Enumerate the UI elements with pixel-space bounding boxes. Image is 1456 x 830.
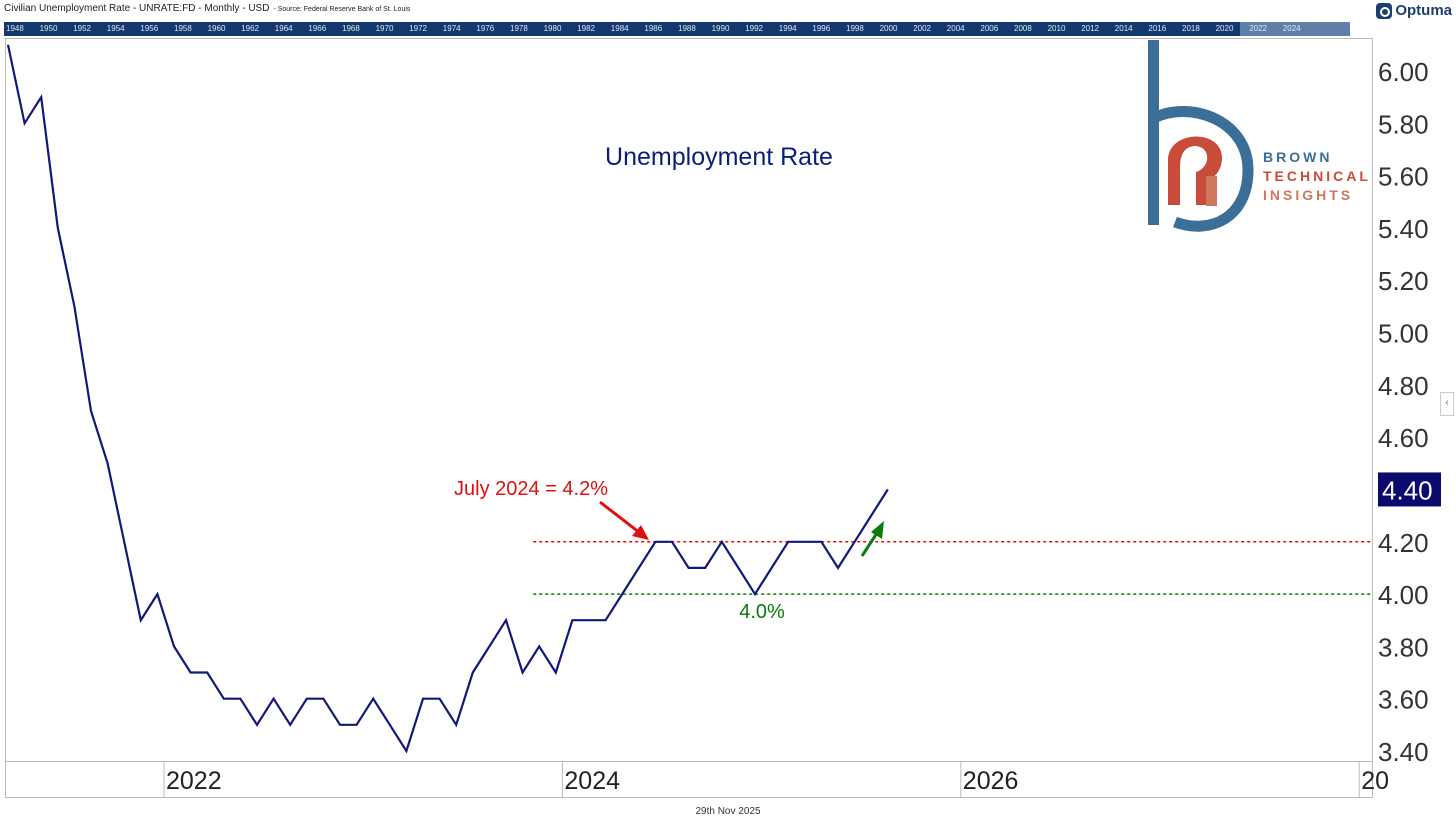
- overview-year-label: 1992: [745, 24, 763, 33]
- overview-year-label: 2018: [1182, 24, 1200, 33]
- overview-year-label: 2024: [1282, 24, 1301, 33]
- annotation-arrow-red: [599, 500, 641, 535]
- overview-year-label: 1968: [342, 24, 360, 33]
- y-tick-label: 5.00: [1378, 319, 1429, 349]
- unemployment-series-line: [6, 44, 889, 754]
- overview-year-label: 1970: [375, 24, 394, 33]
- overview-year-label: 1994: [778, 24, 797, 33]
- overview-year-label: 1950: [39, 24, 58, 33]
- trend-arrow-green: [860, 532, 879, 557]
- logo-word-insights: INSIGHTS: [1263, 187, 1354, 203]
- overview-year-label: 1982: [577, 24, 595, 33]
- optuma-brand: Optuma: [1376, 2, 1452, 19]
- y-tick-label: 4.20: [1378, 528, 1429, 558]
- overview-year-label: 1976: [476, 24, 495, 33]
- annotation-support-4pct: 4.0%: [739, 601, 785, 623]
- overview-year-label: 1984: [610, 24, 629, 33]
- overview-year-label: 1952: [73, 24, 91, 33]
- chart-plot-frame: [5, 38, 1373, 762]
- overview-year-label: 1948: [6, 24, 24, 33]
- chart-title-bar: Civilian Unemployment Rate - UNRATE:FD -…: [4, 3, 410, 14]
- brown-technical-insights-logo: [1148, 40, 1254, 232]
- y-tick-label: 5.40: [1378, 214, 1429, 244]
- overview-year-label: 2020: [1215, 24, 1234, 33]
- logo-n-glyph: [1168, 136, 1222, 205]
- overview-year-label: 1988: [678, 24, 696, 33]
- collapse-panel-handle[interactable]: ‹: [1440, 392, 1454, 416]
- overview-year-label: 1996: [812, 24, 831, 33]
- overview-year-label: 2000: [879, 24, 898, 33]
- overview-year-label: 2008: [1014, 24, 1032, 33]
- overview-year-label: 1958: [174, 24, 192, 33]
- last-value-label: 4.40: [1382, 475, 1433, 505]
- overview-year-label: 1974: [442, 24, 461, 33]
- overview-year-label: 1962: [241, 24, 259, 33]
- overview-year-label: 1972: [409, 24, 427, 33]
- x-tick-label: 2026: [963, 767, 1019, 795]
- y-tick-label: 3.40: [1378, 737, 1429, 767]
- logo-word-technical: TECHNICAL: [1263, 168, 1371, 184]
- y-tick-label: 5.80: [1378, 109, 1429, 139]
- overview-year-label: 1964: [274, 24, 293, 33]
- overview-year-label: 1956: [140, 24, 159, 33]
- logo-bowl: [1151, 106, 1254, 232]
- logo-word-brown: BROWN: [1263, 149, 1333, 165]
- overview-year-label: 1990: [711, 24, 730, 33]
- y-tick-label: 4.60: [1378, 423, 1429, 453]
- y-axis: 6.00 5.80 5.60 5.40 5.20 5.00 4.80 4.60 4.20 4.00…: [1378, 57, 1441, 767]
- x-tick-label: 2022: [166, 767, 222, 795]
- y-tick-label: 3.80: [1378, 632, 1429, 662]
- overview-navigator[interactable]: 1948 1950 1952 1954 1956 1958 1960 1962 1964 1966…: [4, 22, 1350, 36]
- y-tick-label: 5.60: [1378, 162, 1429, 192]
- overview-visible-range[interactable]: [1240, 22, 1350, 36]
- y-tick-label: 6.00: [1378, 57, 1429, 87]
- x-tick-label: 20: [1361, 767, 1389, 795]
- unemployment-chart: Unemployment Rate July 2024 = 4.2% 4.0% 6.…: [6, 40, 1441, 797]
- series-title: Civilian Unemployment Rate - UNRATE:FD -…: [4, 3, 270, 14]
- overview-year-label: 2004: [946, 24, 965, 33]
- overview-year-label: 1966: [308, 24, 327, 33]
- overview-year-label: 1954: [106, 24, 125, 33]
- overview-year-label: 2006: [980, 24, 999, 33]
- overview-year-label: 2022: [1249, 24, 1267, 33]
- chart-title: Unemployment Rate: [605, 143, 833, 171]
- overview-year-label: 1986: [644, 24, 663, 33]
- optuma-logo-icon: [1376, 2, 1393, 19]
- overview-year-label: 1998: [846, 24, 864, 33]
- overview-year-label: 2016: [1148, 24, 1167, 33]
- annotation-july-2024: July 2024 = 4.2%: [454, 478, 608, 500]
- x-axis-panel: [5, 762, 1373, 798]
- trend-arrowhead-green: [871, 521, 884, 539]
- overview-year-label: 1960: [207, 24, 226, 33]
- overview-year-label: 2012: [1081, 24, 1099, 33]
- logo-stem: [1148, 40, 1159, 225]
- x-tick-label: 2024: [564, 767, 620, 795]
- optuma-brand-label: Optuma: [1395, 2, 1452, 19]
- y-tick-label: 3.60: [1378, 685, 1429, 715]
- plot-area: Unemployment Rate July 2024 = 4.2% 4.0%: [6, 44, 1372, 754]
- y-tick-label: 4.00: [1378, 580, 1429, 610]
- x-axis: 2022 2024 2026 20: [163, 762, 1389, 797]
- overview-year-label: 2002: [913, 24, 931, 33]
- overview-year-label: 2014: [1114, 24, 1133, 33]
- y-tick-label: 4.80: [1378, 371, 1429, 401]
- overview-year-label: 2010: [1047, 24, 1066, 33]
- y-tick-label: 5.20: [1378, 266, 1429, 296]
- source-text: - Source: Federal Reserve Bank of St. Lo…: [273, 6, 411, 13]
- last-value-badge: [1378, 472, 1441, 507]
- chevron-left-icon: ‹: [1445, 397, 1449, 408]
- chart-header: Civilian Unemployment Rate - UNRATE:FD -…: [0, 0, 1456, 20]
- overview-year-label: 1980: [543, 24, 562, 33]
- overview-year-label: 1978: [510, 24, 528, 33]
- logo-wordmark: BROWN TECHNICAL INSIGHTS: [1263, 148, 1371, 205]
- logo-accent: [1206, 176, 1217, 206]
- footer-date: 29th Nov 2025: [695, 806, 761, 817]
- annotation-arrowhead-red: [632, 525, 649, 540]
